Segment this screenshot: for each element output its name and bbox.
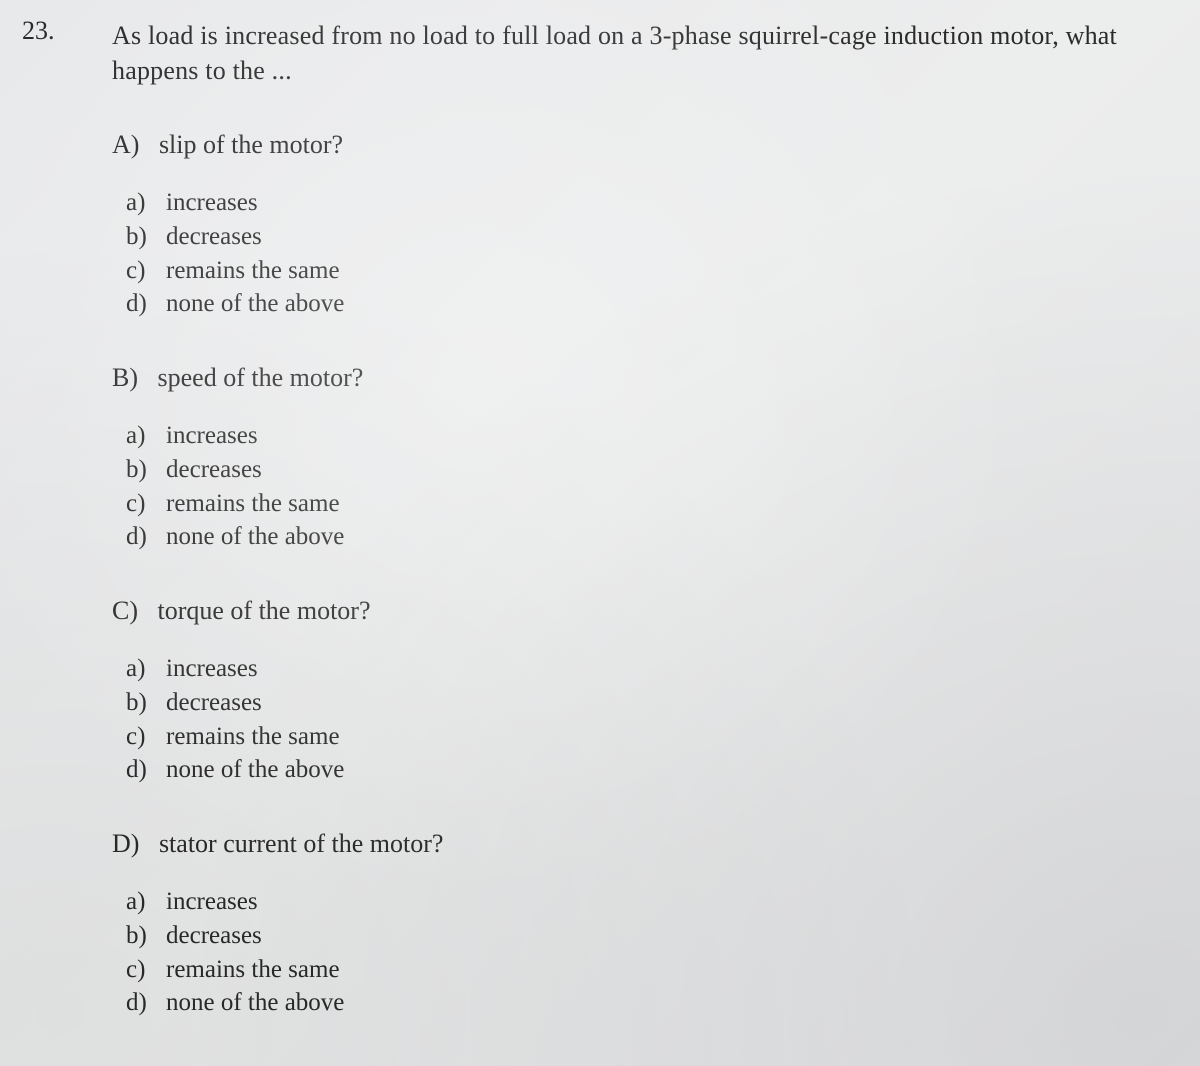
option-text: none of the above [166,986,344,1020]
option-d-c: c)remains the same [126,953,1160,987]
option-text: none of the above [166,287,344,321]
option-text: increases [166,419,258,453]
option-b-c: c)remains the same [126,487,1160,521]
option-text: increases [166,652,258,686]
section-a-heading: A) slip of the motor? [112,130,1160,160]
document-page: 23. As load is increased from no load to… [0,0,1200,1060]
option-letter: d) [126,287,166,321]
section-c-letter: C) [112,596,138,625]
option-a-b: b)decreases [126,220,1160,254]
option-text: remains the same [166,953,340,987]
option-letter: d) [126,986,166,1020]
option-text: remains the same [166,720,340,754]
option-letter: a) [126,419,166,453]
option-letter: b) [126,919,166,953]
option-c-a: a)increases [126,652,1160,686]
section-a-letter: A) [112,130,139,159]
option-letter: d) [126,753,166,787]
section-c-text: torque of the motor? [158,596,371,625]
section-b-heading: B) speed of the motor? [112,363,1160,393]
option-text: remains the same [166,254,340,288]
option-a-a: a)increases [126,186,1160,220]
option-b-d: d)none of the above [126,520,1160,554]
section-c-heading: C) torque of the motor? [112,596,1160,626]
question-number: 23. [22,16,55,46]
option-c-c: c)remains the same [126,720,1160,754]
option-b-b: b)decreases [126,453,1160,487]
option-letter: c) [126,720,166,754]
section-a-options: a)increases b)decreases c)remains the sa… [126,186,1160,321]
option-letter: a) [126,652,166,686]
section-b-options: a)increases b)decreases c)remains the sa… [126,419,1160,554]
option-text: decreases [166,220,262,254]
option-text: remains the same [166,487,340,521]
question-text-line2: happens to the ... [112,53,1160,88]
option-c-d: d)none of the above [126,753,1160,787]
section-b-letter: B) [112,363,138,392]
option-text: none of the above [166,520,344,554]
option-text: increases [166,186,258,220]
section-c: C) torque of the motor? a)increases b)de… [112,596,1160,787]
option-letter: c) [126,487,166,521]
question-content: As load is increased from no load to ful… [112,18,1160,1020]
question-text-line1: As load is increased from no load to ful… [112,18,1160,53]
section-b: B) speed of the motor? a)increases b)dec… [112,363,1160,554]
section-b-text: speed of the motor? [158,363,364,392]
option-text: increases [166,885,258,919]
option-letter: a) [126,186,166,220]
section-a-text: slip of the motor? [159,130,343,159]
option-letter: c) [126,953,166,987]
option-d-d: d)none of the above [126,986,1160,1020]
option-letter: c) [126,254,166,288]
section-d-letter: D) [112,829,139,858]
option-text: none of the above [166,753,344,787]
option-d-b: b)decreases [126,919,1160,953]
option-text: decreases [166,453,262,487]
section-d-text: stator current of the motor? [159,829,443,858]
section-d: D) stator current of the motor? a)increa… [112,829,1160,1020]
option-letter: a) [126,885,166,919]
option-c-b: b)decreases [126,686,1160,720]
section-a: A) slip of the motor? a)increases b)decr… [112,130,1160,321]
option-d-a: a)increases [126,885,1160,919]
option-b-a: a)increases [126,419,1160,453]
section-d-options: a)increases b)decreases c)remains the sa… [126,885,1160,1020]
section-d-heading: D) stator current of the motor? [112,829,1160,859]
option-letter: b) [126,686,166,720]
option-text: decreases [166,919,262,953]
option-letter: b) [126,453,166,487]
option-letter: b) [126,220,166,254]
section-c-options: a)increases b)decreases c)remains the sa… [126,652,1160,787]
option-text: decreases [166,686,262,720]
option-a-d: d)none of the above [126,287,1160,321]
option-letter: d) [126,520,166,554]
option-a-c: c)remains the same [126,254,1160,288]
